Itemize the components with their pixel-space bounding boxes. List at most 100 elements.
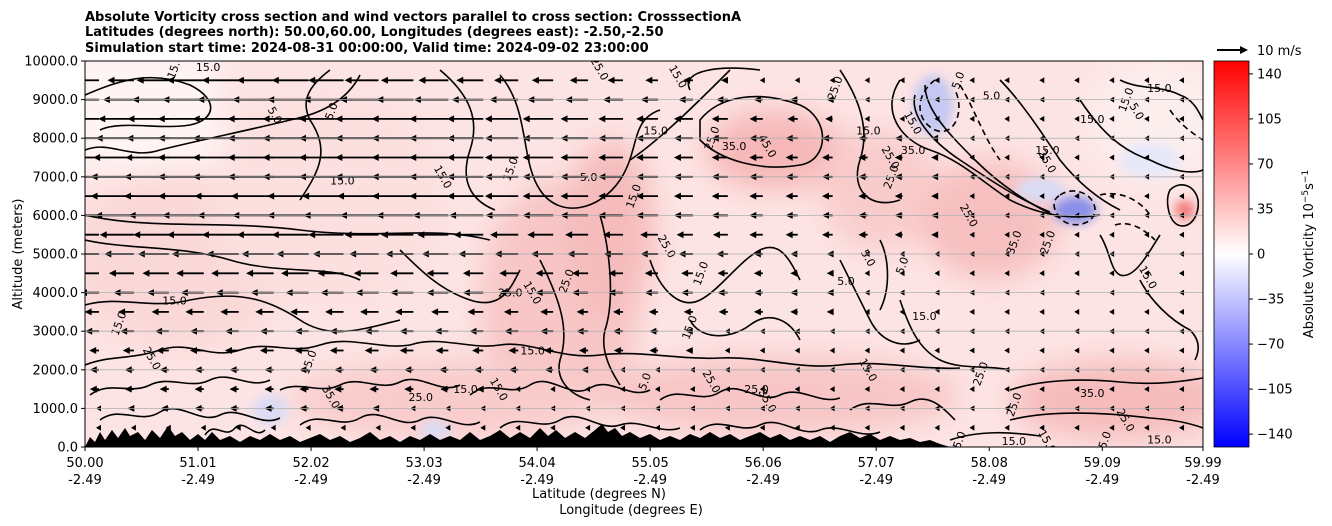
wind-vector — [749, 231, 763, 239]
contour-label: 15.0 — [520, 345, 545, 358]
wind-vector — [201, 231, 239, 239]
wind-vector — [522, 154, 554, 161]
wind-vector — [484, 115, 519, 123]
wind-vector — [598, 154, 624, 161]
wind-vector — [535, 269, 554, 277]
wind-vector — [409, 192, 449, 200]
wind-vector — [1074, 347, 1080, 354]
wind-vector — [864, 347, 870, 354]
wind-vector — [1004, 386, 1010, 393]
wind-vector — [122, 347, 134, 354]
wind-vector — [480, 424, 486, 431]
wind-vector — [724, 424, 730, 431]
wind-vector — [89, 385, 99, 393]
wind-vector — [1039, 347, 1045, 354]
contour-label: 15.0 — [196, 61, 221, 74]
wind-vector — [569, 76, 589, 84]
terrain — [85, 424, 950, 447]
wind-vector — [1109, 154, 1115, 161]
wind-vector — [969, 270, 975, 277]
wind-vector — [969, 386, 975, 393]
wind-vector — [456, 76, 484, 84]
x-tick-label-lat: 50.00 — [66, 456, 103, 471]
contour-label: 15.0 — [644, 124, 669, 137]
wind-vector — [1179, 270, 1185, 277]
contour-line — [469, 380, 651, 396]
wind-vector — [822, 192, 833, 200]
wind-vector — [608, 269, 624, 277]
wind-vector — [724, 347, 730, 354]
wind-vector — [1074, 231, 1080, 238]
wind-vector — [166, 76, 204, 84]
colorbar-ticks: 140 105 70 35 0 −35 −70 −105 −140 — [1249, 67, 1293, 443]
wind-vector — [790, 269, 798, 277]
wind-vector — [1004, 77, 1010, 84]
colorbar: 140 105 70 35 0 −35 −70 −105 −140 Absolute Vorti… — [1213, 60, 1317, 448]
wind-vector — [749, 154, 763, 161]
contour-line — [899, 299, 1011, 371]
wind-vector — [224, 347, 239, 354]
wind-vector — [1074, 308, 1080, 315]
wind-vector — [308, 76, 344, 84]
wind-vector — [409, 115, 449, 123]
wind-vector — [344, 76, 379, 84]
wind-vector — [785, 231, 798, 239]
y-tick-label: 7000.0 — [33, 170, 79, 185]
wind-vector — [344, 231, 379, 239]
wind-vector — [142, 269, 169, 277]
wind-vector — [1074, 115, 1080, 122]
y-tick-label: 3000.0 — [33, 325, 79, 340]
wind-vector — [1039, 308, 1045, 315]
wind-vector — [294, 347, 309, 354]
wind-vector — [130, 424, 136, 431]
wind-vector — [1109, 77, 1115, 84]
wind-vector — [200, 424, 206, 431]
wind-vector — [499, 269, 519, 277]
wind-vector — [329, 347, 344, 354]
gridlines — [85, 99, 1203, 409]
wind-vector — [829, 77, 835, 84]
wind-vector — [380, 231, 414, 239]
wind-vector — [235, 424, 241, 431]
y-tick-label: 2000.0 — [33, 363, 79, 378]
contour-label: 25.0 — [498, 287, 523, 300]
chart-title-line-1: Absolute Vorticity cross section and win… — [85, 10, 741, 25]
wind-vector — [271, 76, 309, 84]
wind-vector — [447, 154, 484, 161]
wind-vector — [759, 77, 765, 84]
wind-vector — [399, 347, 414, 354]
contour-label: 15.0 — [162, 294, 187, 307]
wind-vector — [649, 347, 658, 354]
contour-label: 35.0 — [1080, 387, 1105, 400]
wind-vector — [636, 154, 658, 161]
y-tick-label: 0.0 — [57, 441, 78, 456]
wind-vector — [371, 115, 414, 123]
wind-vector — [578, 347, 589, 354]
wind-vector — [189, 347, 204, 354]
wind-vector — [576, 308, 589, 316]
wind-vector — [360, 308, 379, 316]
wind-vector — [1004, 308, 1010, 315]
colorbar-tick-label: −70 — [1257, 338, 1284, 353]
wind-vector — [759, 424, 765, 431]
wind-vector — [508, 347, 519, 354]
contour-line — [204, 424, 266, 436]
chart-title-line-3: Simulation start time: 2024-08-31 00:00:… — [85, 41, 649, 56]
wind-vector — [124, 385, 134, 393]
wind-vector — [676, 231, 693, 239]
wind-vector — [1144, 154, 1150, 161]
x-tick-label-lat: 52.02 — [292, 456, 329, 471]
wind-vector — [305, 424, 311, 431]
contour-line — [1009, 412, 1203, 429]
contour-line — [699, 421, 881, 435]
wind-vector — [598, 192, 624, 200]
wind-vector — [636, 192, 658, 200]
x-tick-label-lat: 59.09 — [1084, 456, 1121, 471]
x-tick-label-lon: -2.49 — [407, 473, 441, 488]
wind-vector — [1004, 424, 1010, 431]
wind-vector — [418, 76, 449, 84]
wind-vector — [1004, 193, 1010, 200]
wind-vector — [654, 424, 660, 431]
wind-vector — [484, 192, 519, 200]
